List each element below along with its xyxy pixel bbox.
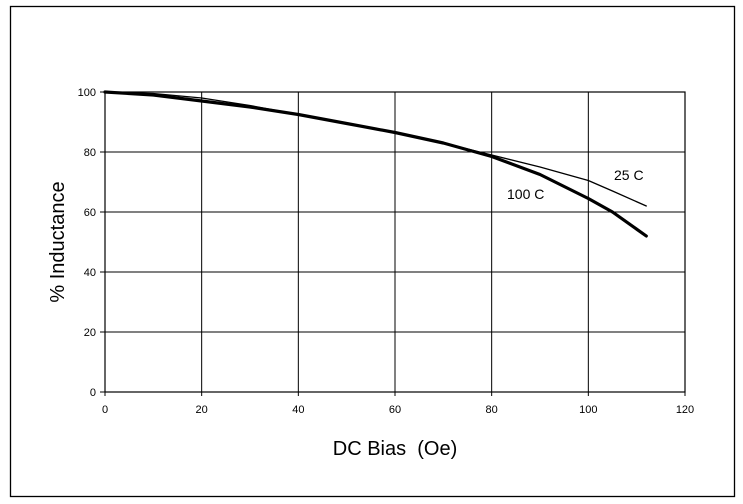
- y-tick-label: 40: [84, 267, 96, 279]
- y-axis-label: % Inductance: [47, 181, 69, 302]
- axis-ticks: 0 20 40 60 80 100 120 0 20 40 60 80 100: [78, 87, 695, 416]
- x-tick-label: 20: [196, 404, 208, 416]
- grid: [105, 92, 685, 392]
- x-tick-label: 120: [676, 404, 694, 416]
- series-label-25c: 25 C: [614, 167, 644, 183]
- y-tick-label: 60: [84, 207, 96, 219]
- x-tick-label: 40: [292, 404, 304, 416]
- x-axis-label: DC Bias (Oe): [333, 438, 457, 460]
- y-tick-label: 20: [84, 327, 96, 339]
- x-tick-label: 60: [389, 404, 401, 416]
- y-tick-label: 0: [90, 387, 96, 399]
- series-line-1: [103, 90, 648, 238]
- x-tick-label: 100: [579, 404, 597, 416]
- y-tick-label: 80: [84, 147, 96, 159]
- x-tick-label: 0: [102, 404, 108, 416]
- chart-border: [9, 5, 736, 498]
- series-group: [103, 90, 648, 238]
- x-tick-label: 80: [486, 404, 498, 416]
- y-tick-label: 100: [78, 87, 96, 99]
- series-label-100c: 100 C: [507, 186, 544, 202]
